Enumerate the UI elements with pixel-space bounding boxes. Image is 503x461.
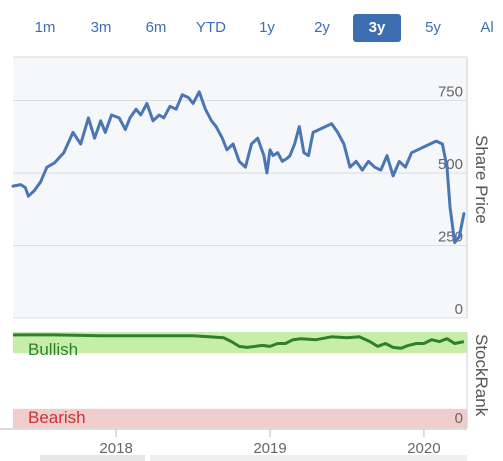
range-option-1y[interactable]: 1y — [259, 19, 275, 36]
range-option-1m[interactable]: 1m — [34, 19, 56, 36]
x-tick-label: 2019 — [253, 440, 286, 457]
share-price-line — [11, 90, 466, 245]
x-tick-label: 2020 — [407, 440, 440, 457]
price-axis-title: Share Price — [472, 135, 491, 224]
range-option-2y[interactable]: 2y — [314, 19, 330, 36]
x-tick-label: 2018 — [99, 440, 132, 457]
navigator-handle[interactable] — [40, 455, 145, 461]
range-option-all[interactable]: Al — [480, 19, 494, 36]
bearish-zone — [13, 408, 467, 428]
range-option-3y[interactable]: 3y — [353, 14, 401, 42]
stockrank-line — [13, 333, 465, 350]
rank-y-tick-label: 0 — [455, 410, 463, 427]
range-option-ytd[interactable]: YTD — [196, 19, 226, 36]
price-y-tick-label: 750 — [438, 84, 463, 101]
bullish-zone-label: Bullish — [28, 340, 78, 359]
navigator-track[interactable] — [150, 455, 467, 461]
range-selector: 1m 3m 6m YTD 1y 2y 3y 5y Al — [0, 0, 503, 46]
range-option-5y[interactable]: 5y — [425, 19, 441, 36]
bearish-zone-label: Bearish — [28, 408, 86, 427]
price-y-tick-label: 0 — [455, 301, 463, 318]
price-plot-area — [13, 57, 467, 318]
price-y-tick-label: 500 — [438, 156, 463, 173]
range-option-6m[interactable]: 6m — [145, 19, 167, 36]
rank-axis-title: StockRank — [472, 334, 491, 417]
range-option-3m[interactable]: 3m — [90, 19, 112, 36]
